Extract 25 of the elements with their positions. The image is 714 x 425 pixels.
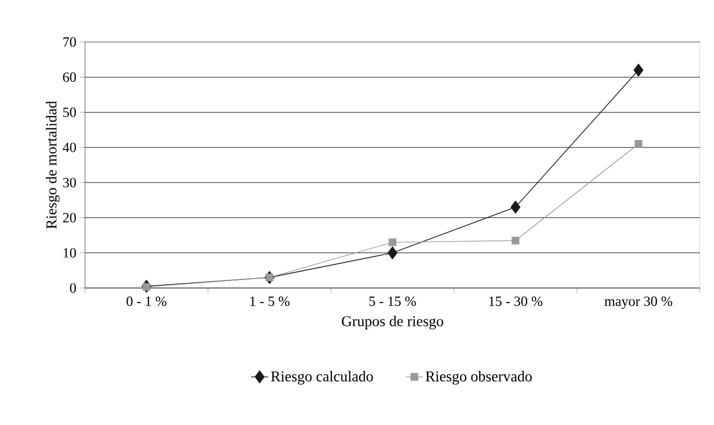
y-tick-label: 40 — [62, 142, 76, 152]
point — [142, 283, 150, 291]
x-axis-title: Grupos de riesgo — [342, 316, 444, 330]
x-tick-label: 15 - 30 % — [489, 296, 542, 306]
point — [634, 64, 644, 77]
legend-label: Riesgo observado — [426, 370, 532, 385]
x-tick-label: 0 - 1 % — [126, 296, 166, 306]
y-tick-label: 60 — [63, 72, 76, 82]
y-tick-label: 70 — [63, 37, 76, 47]
y-tick-label: 30 — [63, 178, 76, 188]
x-tick-label: 1 - 5 % — [250, 296, 290, 306]
point — [634, 140, 642, 148]
x-tick-label: mayor 30 % — [604, 296, 672, 309]
point — [388, 238, 396, 246]
y-tick-label: 10 — [64, 248, 76, 258]
point — [388, 246, 398, 260]
point — [510, 200, 520, 214]
point — [266, 274, 274, 282]
x-tick-label: 5 - 15 % — [369, 296, 416, 306]
y-tick-label: 0 — [70, 283, 76, 293]
y-axis-title: Riesgo de mortalidad — [46, 101, 60, 229]
point — [512, 236, 520, 244]
y-tick-label: 20 — [63, 212, 76, 222]
y-tick-label: 50 — [63, 108, 76, 118]
legend-label: Riesgo calculado — [271, 370, 373, 385]
